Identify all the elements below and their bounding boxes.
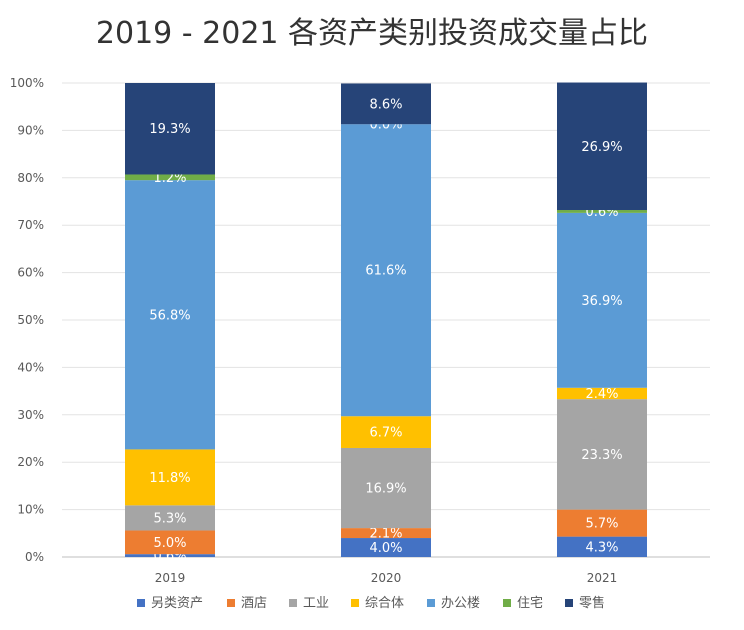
bar-segment [341, 124, 431, 417]
bar-segment [125, 505, 215, 531]
data-label: 5.3% [153, 511, 186, 526]
legend-swatch [503, 599, 511, 607]
legend-swatch [289, 599, 297, 607]
data-label: 36.9% [581, 294, 622, 309]
bar-segment [341, 447, 431, 529]
y-tick-label: 60% [17, 266, 44, 280]
data-label: 56.8% [149, 308, 190, 323]
data-label: 8.6% [369, 97, 402, 112]
legend-swatch [137, 599, 145, 607]
bar-segment [125, 83, 215, 175]
y-tick-label: 30% [17, 408, 44, 422]
legend-label: 零售 [579, 595, 605, 611]
legend-swatch [227, 599, 235, 607]
data-label: 4.0% [369, 541, 402, 556]
bar-segment [557, 387, 647, 400]
data-label: 61.6% [365, 264, 406, 279]
legend-swatch [427, 599, 435, 607]
y-tick-label: 90% [17, 123, 44, 137]
bar-segment [125, 554, 215, 557]
data-label: 6.7% [369, 426, 402, 441]
data-label: 26.9% [581, 140, 622, 155]
bar-segment [557, 82, 647, 211]
data-label: 11.8% [149, 471, 190, 486]
y-tick-label: 100% [10, 76, 44, 90]
bar-segment [341, 528, 431, 539]
y-tick-label: 40% [17, 360, 44, 374]
bar-segment [125, 180, 215, 450]
legend-label: 办公楼 [441, 596, 480, 611]
y-tick-label: 10% [17, 503, 44, 517]
bar-segment [341, 83, 431, 125]
data-label: 2.4% [585, 387, 618, 402]
data-label: 5.0% [153, 536, 186, 551]
y-tick-label: 80% [17, 171, 44, 185]
x-tick-label: 2020 [371, 571, 402, 585]
legend-label: 另类资产 [151, 596, 203, 611]
legend-swatch [351, 599, 359, 607]
legend-label: 酒店 [241, 596, 267, 611]
x-tick-label: 2019 [155, 571, 186, 585]
bar-segment [341, 538, 431, 557]
data-label: 16.9% [365, 482, 406, 497]
bar-segment [557, 399, 647, 510]
data-label: 19.3% [149, 122, 190, 137]
data-label: 4.3% [585, 540, 618, 555]
bar-segment [557, 509, 647, 537]
bar-segment [125, 449, 215, 506]
data-label: 5.7% [585, 517, 618, 532]
bar-segment [557, 210, 647, 213]
data-label: 2.1% [369, 527, 402, 542]
y-tick-label: 70% [17, 218, 44, 232]
chart-title: 2019 - 2021 各资产类别投资成交量占比 [95, 16, 649, 51]
data-label: 1.2% [153, 171, 186, 186]
y-tick-label: 20% [17, 455, 44, 469]
legend-label: 工业 [303, 596, 329, 611]
legend-label: 住宅 [517, 596, 543, 611]
legend-label: 综合体 [365, 596, 404, 611]
y-tick-label: 0% [25, 550, 44, 564]
x-tick-label: 2021 [587, 571, 618, 585]
bar-segment [557, 212, 647, 388]
bar-segment [557, 536, 647, 557]
y-tick-label: 50% [17, 313, 44, 327]
bar-segment [125, 530, 215, 555]
bar-segment [341, 416, 431, 448]
data-label: 23.3% [581, 448, 622, 463]
bar-segment [125, 174, 215, 181]
legend-swatch [565, 599, 573, 607]
